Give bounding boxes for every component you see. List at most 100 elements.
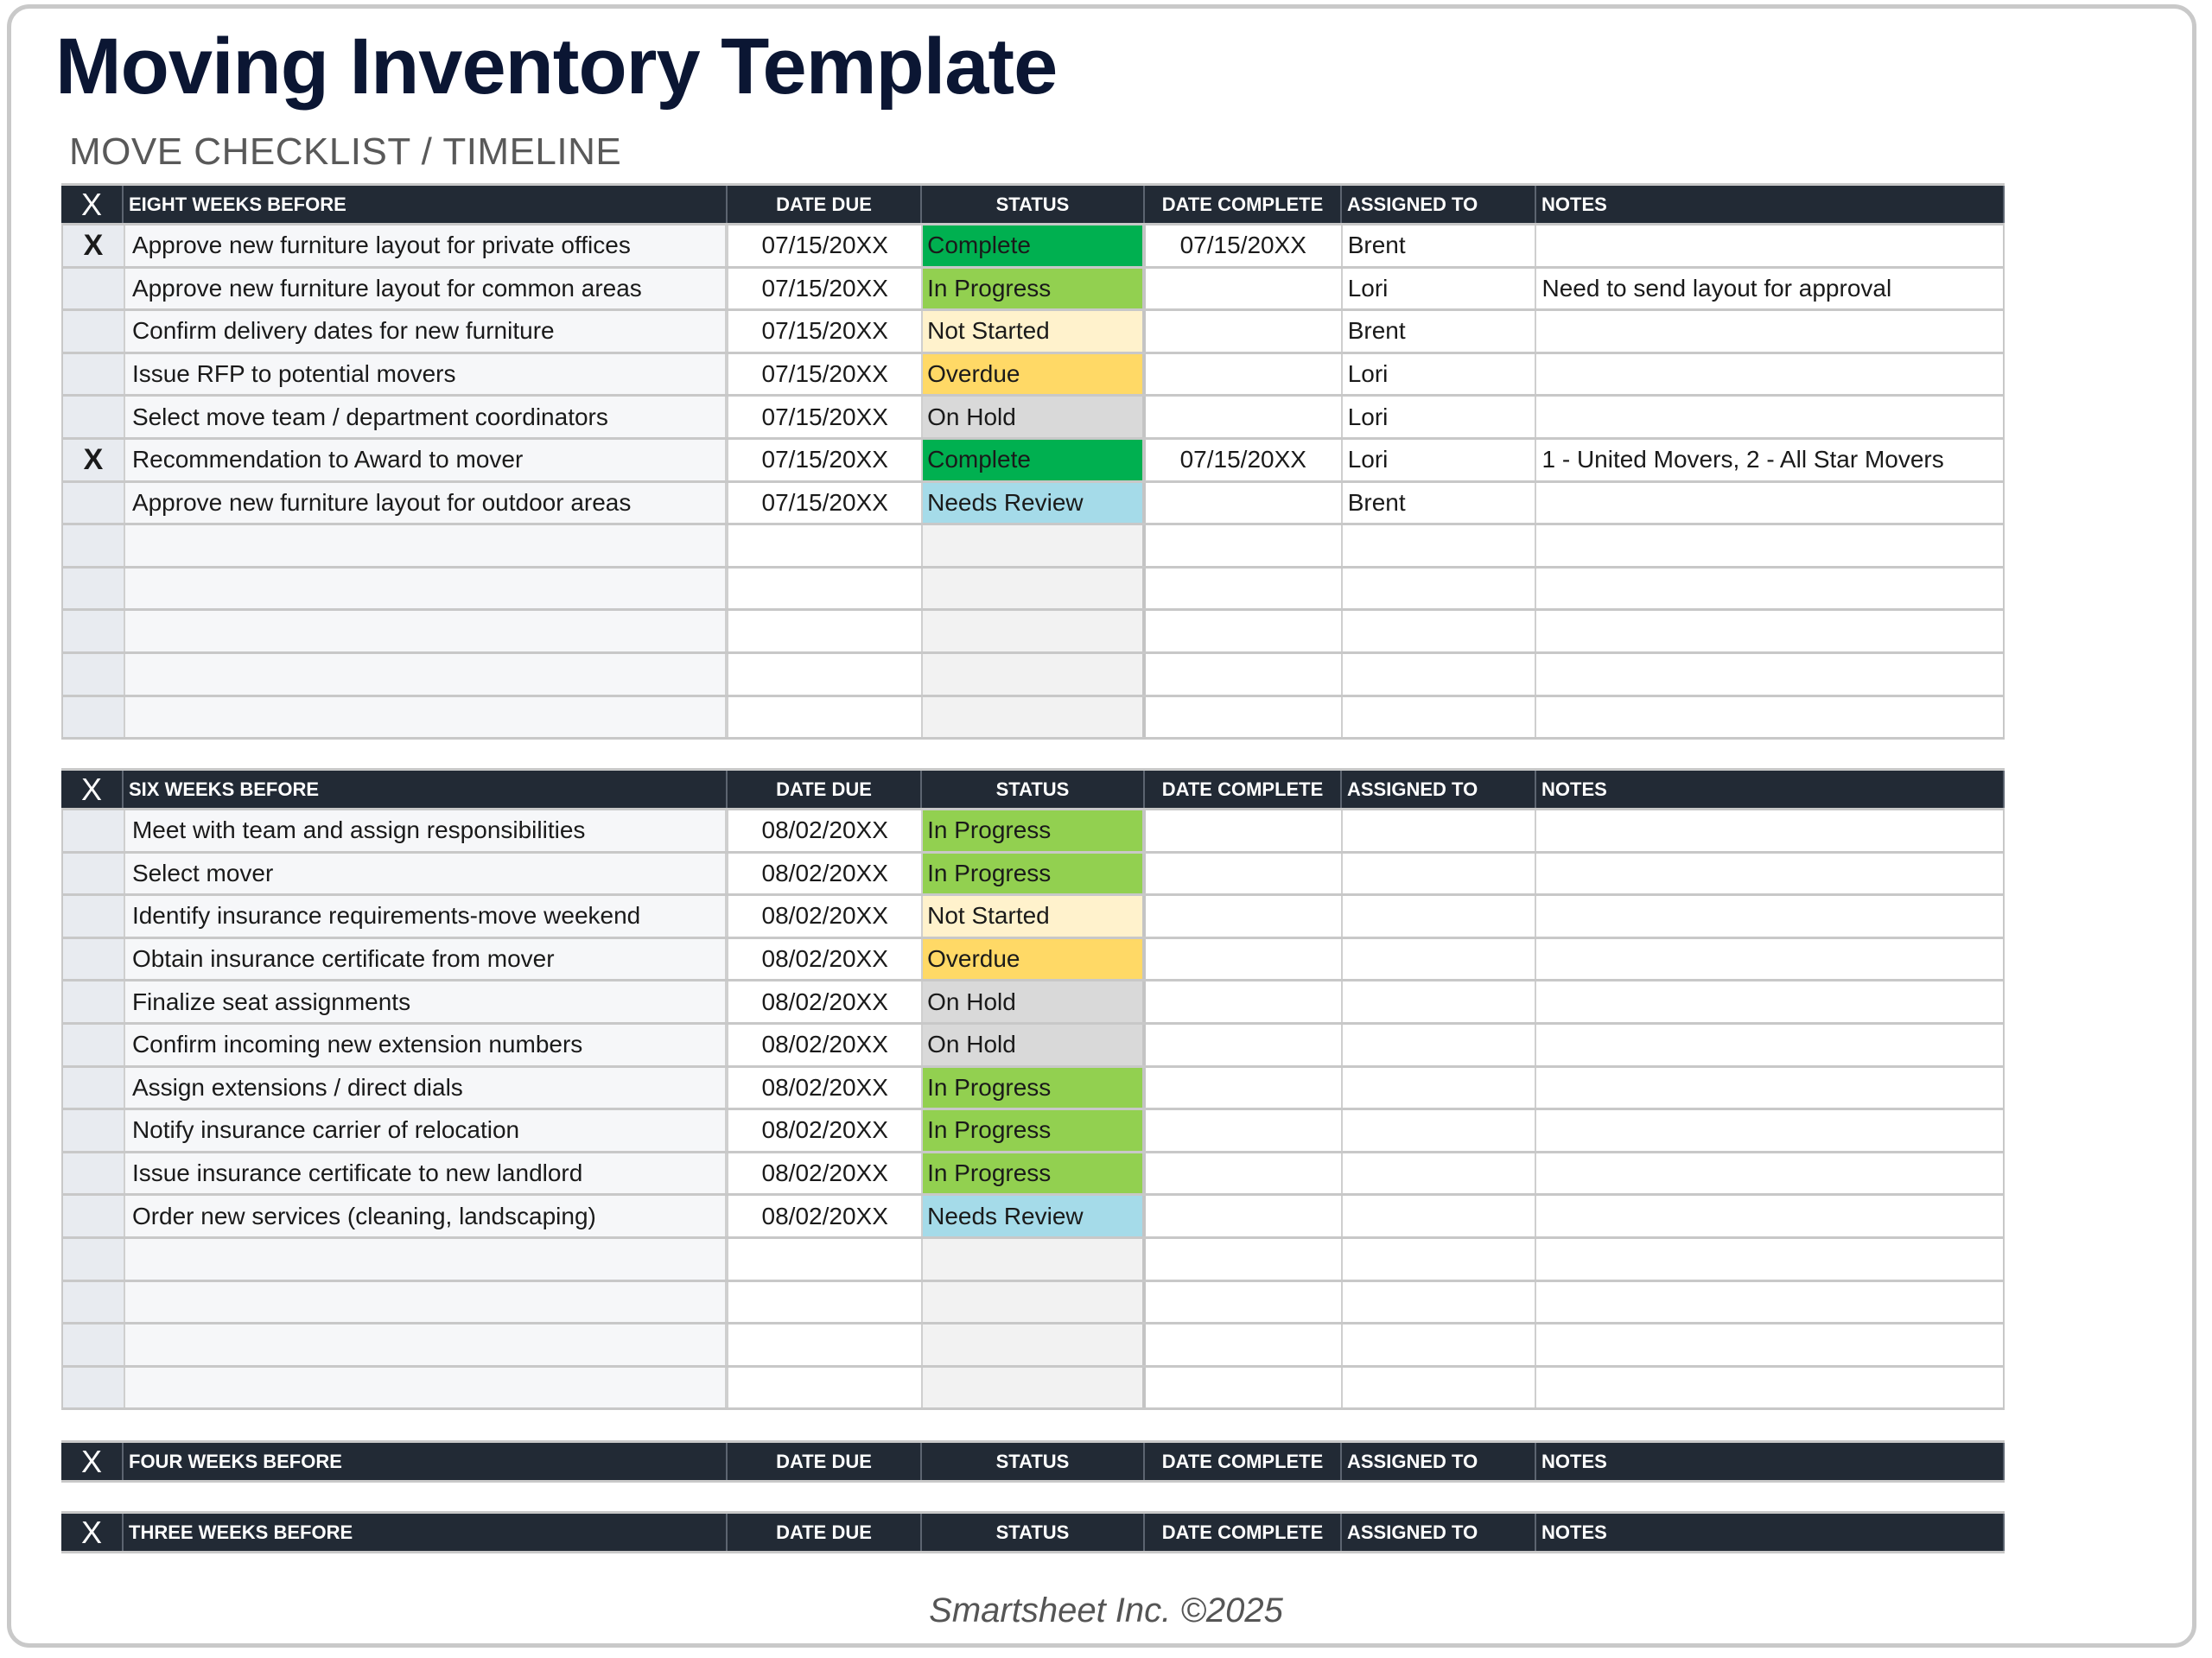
cell-check[interactable] — [63, 568, 125, 609]
cell-assigned-to[interactable] — [1342, 1110, 1537, 1151]
cell-assigned-to[interactable]: Lori — [1342, 353, 1537, 395]
status-badge[interactable]: On Hold — [923, 1024, 1146, 1065]
cell-task[interactable] — [124, 611, 729, 651]
cell-date-complete[interactable] — [1145, 1110, 1343, 1151]
cell-task[interactable]: Meet with team and assign responsibiliti… — [124, 810, 729, 851]
cell-date-complete[interactable] — [1145, 311, 1343, 352]
cell-status[interactable] — [923, 525, 1146, 566]
cell-date-complete[interactable]: 07/15/20XX — [1145, 226, 1343, 266]
cell-check[interactable] — [63, 1367, 125, 1408]
cell-notes[interactable] — [1536, 1067, 2005, 1109]
cell-date-due[interactable]: 08/02/20XX — [728, 1024, 924, 1065]
cell-check[interactable] — [63, 353, 125, 395]
cell-assigned-to[interactable] — [1342, 853, 1537, 894]
cell-date-due[interactable] — [728, 1367, 924, 1408]
cell-date-complete[interactable] — [1145, 810, 1343, 851]
cell-check[interactable] — [63, 696, 125, 738]
cell-check[interactable]: X — [63, 226, 125, 266]
cell-check[interactable] — [63, 1281, 125, 1323]
cell-date-due[interactable] — [728, 1281, 924, 1323]
cell-date-complete[interactable] — [1145, 853, 1343, 894]
cell-check[interactable] — [63, 938, 125, 980]
cell-task[interactable] — [124, 1367, 729, 1408]
cell-assigned-to[interactable] — [1342, 938, 1537, 980]
cell-notes[interactable] — [1536, 1238, 2005, 1280]
cell-assigned-to[interactable]: Brent — [1342, 311, 1537, 352]
cell-task[interactable] — [124, 568, 729, 609]
cell-check[interactable] — [63, 896, 125, 937]
cell-status[interactable] — [923, 653, 1146, 695]
cell-task[interactable]: Approve new furniture layout for common … — [124, 268, 729, 309]
cell-assigned-to[interactable] — [1342, 1238, 1537, 1280]
cell-date-complete[interactable] — [1145, 896, 1343, 937]
cell-assigned-to[interactable] — [1342, 810, 1537, 851]
cell-check[interactable] — [63, 525, 125, 566]
cell-task[interactable]: Confirm delivery dates for new furniture — [124, 311, 729, 352]
cell-date-due[interactable] — [728, 1324, 924, 1365]
cell-task[interactable]: Select move team / department coordinato… — [124, 397, 729, 437]
cell-date-complete[interactable] — [1145, 1067, 1343, 1109]
cell-date-complete[interactable] — [1145, 1281, 1343, 1323]
cell-date-due[interactable]: 08/02/20XX — [728, 1196, 924, 1236]
cell-assigned-to[interactable] — [1342, 1196, 1537, 1236]
cell-assigned-to[interactable] — [1342, 1067, 1537, 1109]
cell-notes[interactable] — [1536, 353, 2005, 395]
cell-check[interactable] — [63, 311, 125, 352]
status-badge[interactable]: Not Started — [923, 311, 1146, 352]
cell-date-complete[interactable] — [1145, 482, 1343, 524]
cell-assigned-to[interactable]: Lori — [1342, 397, 1537, 437]
cell-date-complete[interactable] — [1145, 938, 1343, 980]
cell-task[interactable]: Order new services (cleaning, landscapin… — [124, 1196, 729, 1236]
cell-date-due[interactable]: 07/15/20XX — [728, 439, 924, 480]
cell-date-due[interactable]: 07/15/20XX — [728, 482, 924, 524]
cell-check[interactable] — [63, 1067, 125, 1109]
cell-status[interactable] — [923, 1281, 1146, 1323]
status-badge[interactable]: Complete — [923, 439, 1146, 480]
cell-notes[interactable] — [1536, 482, 2005, 524]
cell-check[interactable] — [63, 397, 125, 437]
cell-assigned-to[interactable] — [1342, 696, 1537, 738]
cell-check[interactable] — [63, 653, 125, 695]
cell-date-complete[interactable] — [1145, 653, 1343, 695]
cell-date-due[interactable]: 08/02/20XX — [728, 853, 924, 894]
status-badge[interactable]: In Progress — [923, 268, 1146, 309]
cell-check[interactable] — [63, 1238, 125, 1280]
cell-task[interactable] — [124, 1281, 729, 1323]
cell-task[interactable]: Notify insurance carrier of relocation — [124, 1110, 729, 1151]
cell-check[interactable] — [63, 981, 125, 1022]
cell-notes[interactable] — [1536, 696, 2005, 738]
cell-task[interactable] — [124, 1324, 729, 1365]
cell-date-due[interactable] — [728, 1238, 924, 1280]
cell-notes[interactable] — [1536, 525, 2005, 566]
cell-assigned-to[interactable] — [1342, 981, 1537, 1022]
cell-assigned-to[interactable] — [1342, 896, 1537, 937]
cell-date-due[interactable]: 07/15/20XX — [728, 268, 924, 309]
cell-date-due[interactable] — [728, 611, 924, 651]
cell-date-complete[interactable] — [1145, 1367, 1343, 1408]
cell-task[interactable] — [124, 1238, 729, 1280]
cell-assigned-to[interactable] — [1342, 568, 1537, 609]
cell-task[interactable]: Approve new furniture layout for private… — [124, 226, 729, 266]
cell-notes[interactable] — [1536, 810, 2005, 851]
cell-task[interactable]: Recommendation to Award to mover — [124, 439, 729, 480]
cell-assigned-to[interactable]: Lori — [1342, 439, 1537, 480]
cell-date-due[interactable]: 08/02/20XX — [728, 1110, 924, 1151]
cell-date-complete[interactable] — [1145, 1324, 1343, 1365]
cell-date-complete[interactable] — [1145, 397, 1343, 437]
cell-status[interactable] — [923, 611, 1146, 651]
status-badge[interactable]: In Progress — [923, 1153, 1146, 1194]
cell-notes[interactable] — [1536, 653, 2005, 695]
cell-check[interactable] — [63, 1153, 125, 1194]
cell-date-complete[interactable] — [1145, 1196, 1343, 1236]
cell-date-due[interactable]: 08/02/20XX — [728, 981, 924, 1022]
cell-task[interactable]: Issue RFP to potential movers — [124, 353, 729, 395]
cell-date-complete[interactable] — [1145, 268, 1343, 309]
cell-assigned-to[interactable] — [1342, 653, 1537, 695]
cell-assigned-to[interactable] — [1342, 1024, 1537, 1065]
cell-task[interactable]: Obtain insurance certificate from mover — [124, 938, 729, 980]
status-badge[interactable]: Needs Review — [923, 482, 1146, 524]
cell-notes[interactable] — [1536, 1324, 2005, 1365]
cell-date-complete[interactable] — [1145, 1238, 1343, 1280]
cell-notes[interactable] — [1536, 397, 2005, 437]
cell-assigned-to[interactable] — [1342, 1324, 1537, 1365]
